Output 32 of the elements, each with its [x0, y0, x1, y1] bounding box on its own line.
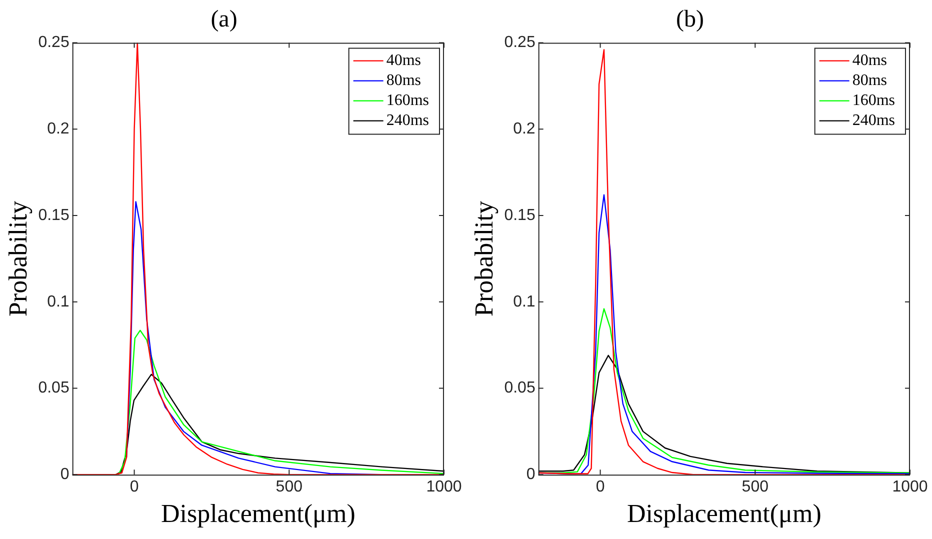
- y-tick-label: 0.25: [504, 34, 536, 52]
- y-tick-label: 0.25: [38, 34, 70, 52]
- y-tick-label: 0.15: [504, 206, 536, 224]
- legend-label: 160ms: [852, 92, 895, 110]
- x-tick-label: 1000: [426, 478, 462, 496]
- x-tick-label: 0: [130, 478, 139, 496]
- legend-label: 160ms: [386, 92, 429, 110]
- y-tick-label: 0.05: [504, 380, 536, 397]
- legend-label: 240ms: [852, 112, 895, 130]
- legend-label: 240ms: [386, 112, 429, 130]
- legend-label: 40ms: [852, 52, 887, 70]
- x-tick-label: 500: [742, 478, 769, 496]
- x-axis-title: Displacement(μm): [626, 499, 822, 528]
- legend-label: 80ms: [852, 72, 887, 90]
- y-tick-label: 0: [526, 466, 536, 484]
- legend-label: 40ms: [386, 52, 421, 70]
- y-tick-label: 0.2: [47, 120, 70, 138]
- y-axis-title: Probability: [3, 200, 32, 316]
- chart-title: (a): [210, 6, 238, 33]
- x-tick-label: 500: [276, 478, 303, 496]
- x-axis-title: Displacement(μm): [160, 499, 356, 528]
- chart-title: (b): [676, 6, 704, 33]
- y-tick-label: 0.1: [47, 293, 70, 310]
- y-tick-label: 0: [60, 466, 70, 484]
- y-tick-label: 0.2: [513, 120, 536, 138]
- y-tick-label: 0.1: [513, 293, 536, 310]
- legend-label: 80ms: [386, 72, 421, 90]
- x-tick-label: 0: [596, 478, 605, 496]
- y-tick-label: 0.15: [38, 206, 70, 224]
- y-axis-title: Probability: [469, 200, 498, 316]
- x-tick-label: 1000: [892, 478, 928, 496]
- y-tick-label: 0.05: [38, 380, 70, 397]
